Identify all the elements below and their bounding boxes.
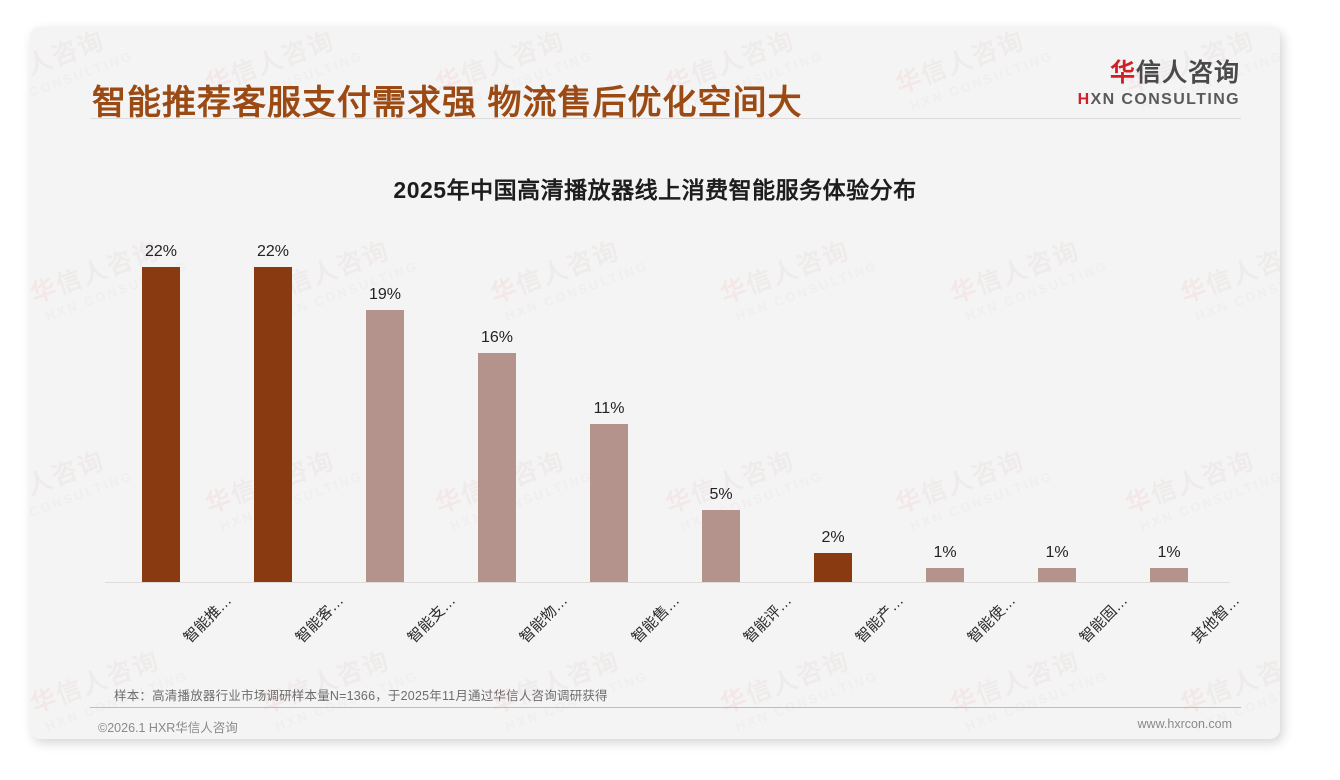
bar-value-label: 16% <box>480 328 514 346</box>
bar-slot: 1% 其他智… <box>1113 238 1243 647</box>
logo-en-rest: XN CONSULTING <box>1090 91 1240 108</box>
x-axis-tick-label: 智能售… <box>628 592 684 647</box>
bar-slot: 5% 智能评… <box>665 238 795 647</box>
axis-baseline <box>105 582 1230 583</box>
chart-title: 2025年中国高清播放器线上消费智能服务体验分布 <box>393 177 917 203</box>
x-axis-tick-label: 智能使… <box>964 592 1020 647</box>
bar-value-label: 1% <box>1157 543 1181 561</box>
chart-bar[interactable]: 22% <box>254 243 292 582</box>
bar-slot: 16% 智能物… <box>441 238 571 647</box>
logo-english-text: HXN CONSULTING <box>1078 91 1240 109</box>
bar-value-label: 1% <box>1045 543 1069 561</box>
bar-slot: 1% 智能使… <box>889 238 1019 647</box>
bar-value-label: 22% <box>256 242 290 260</box>
chart-bar[interactable]: 5% <box>702 486 740 582</box>
chart-bar[interactable]: 22% <box>142 243 180 582</box>
bar-chart-plot: 22% 智能推… 22% 智能客… 19% 智能支… 16% 智能物… 11% 智能售… 5% 智能评… <box>75 238 1243 647</box>
bar-slot: 11% 智能售… <box>553 238 683 647</box>
bar-slot: 2% 智能产… <box>777 238 907 647</box>
page-title: 智能推荐客服支付需求强 物流售后优化空间大 <box>92 84 803 122</box>
chart-block: 2025年中国高清播放器线上消费智能服务体验分布 22% 智能推… 22% 智能客… 1… <box>30 119 1280 679</box>
bar-value-label: 22% <box>144 242 178 260</box>
website-url: www.hxrcon.com <box>1137 717 1232 731</box>
slide-card: 华信人咨询 HXN CONSULTING 华信人咨询 HXN CONSULTING华信… <box>30 27 1280 739</box>
bar-value-label: 2% <box>821 529 845 547</box>
logo-chinese-rest: 信人咨询 <box>1135 59 1240 87</box>
x-axis-tick-label: 智能客… <box>292 592 348 647</box>
chart-bar[interactable]: 1% <box>1150 544 1188 582</box>
x-axis-tick-label: 智能推… <box>180 592 236 647</box>
x-axis-tick-label: 智能物… <box>516 592 572 647</box>
footer-divider <box>90 707 1241 708</box>
chart-bar[interactable]: 1% <box>1038 544 1076 582</box>
bar-slot: 1% 智能固… <box>1001 238 1131 647</box>
x-axis-tick-label: 智能评… <box>740 592 796 647</box>
x-axis-tick-label: 智能产… <box>852 592 908 647</box>
bar-value-label: 1% <box>933 543 957 561</box>
bar-value-label: 11% <box>593 400 625 418</box>
bar-slot: 22% 智能客… <box>217 238 347 647</box>
sample-footnote: 样本：高清播放器行业市场调研样本量N=1366，于2025年11月通过华信人咨询… <box>114 689 608 703</box>
copyright-text: ©2026.1 HXR华信人咨询 <box>98 721 238 735</box>
slide-footer: ©2026.1 HXR华信人咨询 www.hxrcon.com <box>30 708 1280 739</box>
bar-value-label: 5% <box>709 486 733 504</box>
company-logo: 华信人咨询 HXN CONSULTING <box>1078 59 1240 109</box>
header-divider <box>90 118 1241 119</box>
chart-bar[interactable]: 2% <box>814 529 852 582</box>
chart-bar[interactable]: 19% <box>366 286 404 582</box>
x-axis-tick-label: 其他智… <box>1188 592 1244 647</box>
bar-slot: 22% 智能推… <box>105 238 235 647</box>
chart-bar[interactable]: 11% <box>590 400 628 582</box>
slide-header: 智能推荐客服支付需求强 物流售后优化空间大 华信人咨询 HXN CONSULTI… <box>30 27 1280 122</box>
bar-slot: 19% 智能支… <box>329 238 459 647</box>
logo-accent-char: 华 <box>1109 59 1136 87</box>
logo-en-accent-char: H <box>1077 91 1091 108</box>
logo-chinese-text: 华信人咨询 <box>1078 59 1240 87</box>
x-axis-tick-label: 智能固… <box>1076 592 1132 647</box>
chart-bar[interactable]: 16% <box>478 329 516 582</box>
chart-bar[interactable]: 1% <box>926 544 964 582</box>
x-axis-tick-label: 智能支… <box>404 592 460 647</box>
bar-value-label: 19% <box>368 285 402 303</box>
